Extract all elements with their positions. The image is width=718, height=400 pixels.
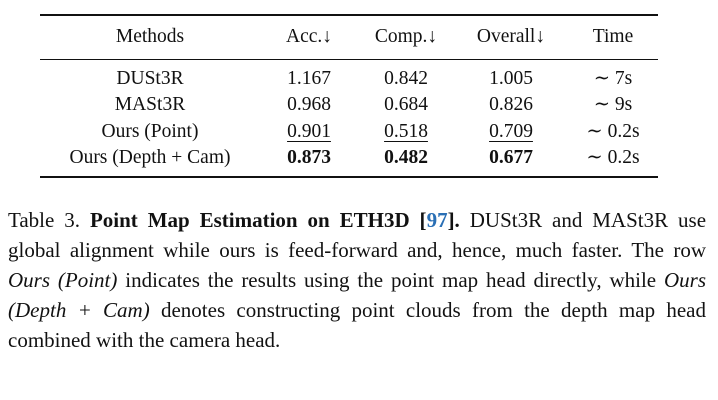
table-row: DUSt3R 1.167 0.842 1.005 ∼ 7s bbox=[40, 60, 658, 93]
caption-text: indicates the results using the point ma… bbox=[125, 268, 657, 292]
caption-text: denotes constructing point clouds from t… bbox=[8, 298, 707, 352]
caption-italic-ours-point: Ours (Point) bbox=[8, 268, 118, 292]
table-row: Ours (Point) 0.901 0.518 0.709 ∼ 0.2s bbox=[40, 119, 658, 146]
cell-overall-underlined: 0.709 bbox=[489, 120, 533, 142]
cell-time: ∼ 7s bbox=[593, 67, 633, 89]
cell-time: ∼ 0.2s bbox=[586, 120, 640, 142]
top-rule bbox=[40, 14, 658, 16]
cell-overall-best: 0.677 bbox=[489, 147, 533, 168]
table-header-row: Methods Acc.↓ Comp.↓ Overall↓ Time bbox=[40, 16, 658, 59]
cell-acc: 1.167 bbox=[287, 67, 331, 89]
table-row: Ours (Depth + Cam) 0.873 0.482 0.677 ∼ 0… bbox=[40, 145, 658, 176]
cell-comp-underlined: 0.518 bbox=[384, 120, 428, 142]
bottom-rule bbox=[40, 175, 658, 178]
cell-method: DUSt3R bbox=[116, 67, 184, 89]
header-overall: Overall↓ bbox=[476, 26, 546, 47]
cell-method: MASt3R bbox=[114, 94, 186, 115]
header-comp: Comp.↓ bbox=[374, 26, 438, 47]
citation-link[interactable]: 97 bbox=[426, 208, 448, 232]
results-table: Methods Acc.↓ Comp.↓ Overall↓ Time DUSt3… bbox=[40, 14, 658, 178]
caption-text: DUSt3R and MASt3R use global alignment w… bbox=[8, 208, 707, 262]
header-rule bbox=[40, 58, 658, 60]
header-methods: Methods bbox=[115, 26, 185, 47]
caption-italic-ours-depth-cam: Ours (Depth + Cam) bbox=[8, 268, 707, 322]
cell-overall: 0.826 bbox=[489, 94, 533, 115]
caption-label: Table 3. bbox=[8, 208, 81, 232]
cell-time: ∼ 0.2s bbox=[586, 147, 640, 168]
header-time: Time bbox=[592, 26, 634, 47]
cell-overall: 1.005 bbox=[489, 67, 533, 89]
cell-time: ∼ 9s bbox=[593, 94, 633, 115]
table-row: MASt3R 0.968 0.684 0.826 ∼ 9s bbox=[40, 92, 658, 119]
caption-title: Point Map Estimation on ETH3D [97]. bbox=[89, 208, 460, 232]
cell-method: Ours (Point) bbox=[101, 120, 199, 142]
cell-comp: 0.684 bbox=[384, 94, 428, 115]
header-acc: Acc.↓ bbox=[285, 26, 333, 47]
cell-comp-best: 0.482 bbox=[384, 147, 428, 168]
cell-comp: 0.842 bbox=[384, 67, 428, 89]
cell-acc: 0.968 bbox=[287, 94, 331, 115]
cell-acc-best: 0.873 bbox=[287, 147, 331, 168]
cell-acc-underlined: 0.901 bbox=[287, 120, 331, 142]
table-caption: Table 3. Point Map Estimation on ETH3D [… bbox=[8, 205, 706, 355]
cell-method: Ours (Depth + Cam) bbox=[69, 147, 231, 168]
